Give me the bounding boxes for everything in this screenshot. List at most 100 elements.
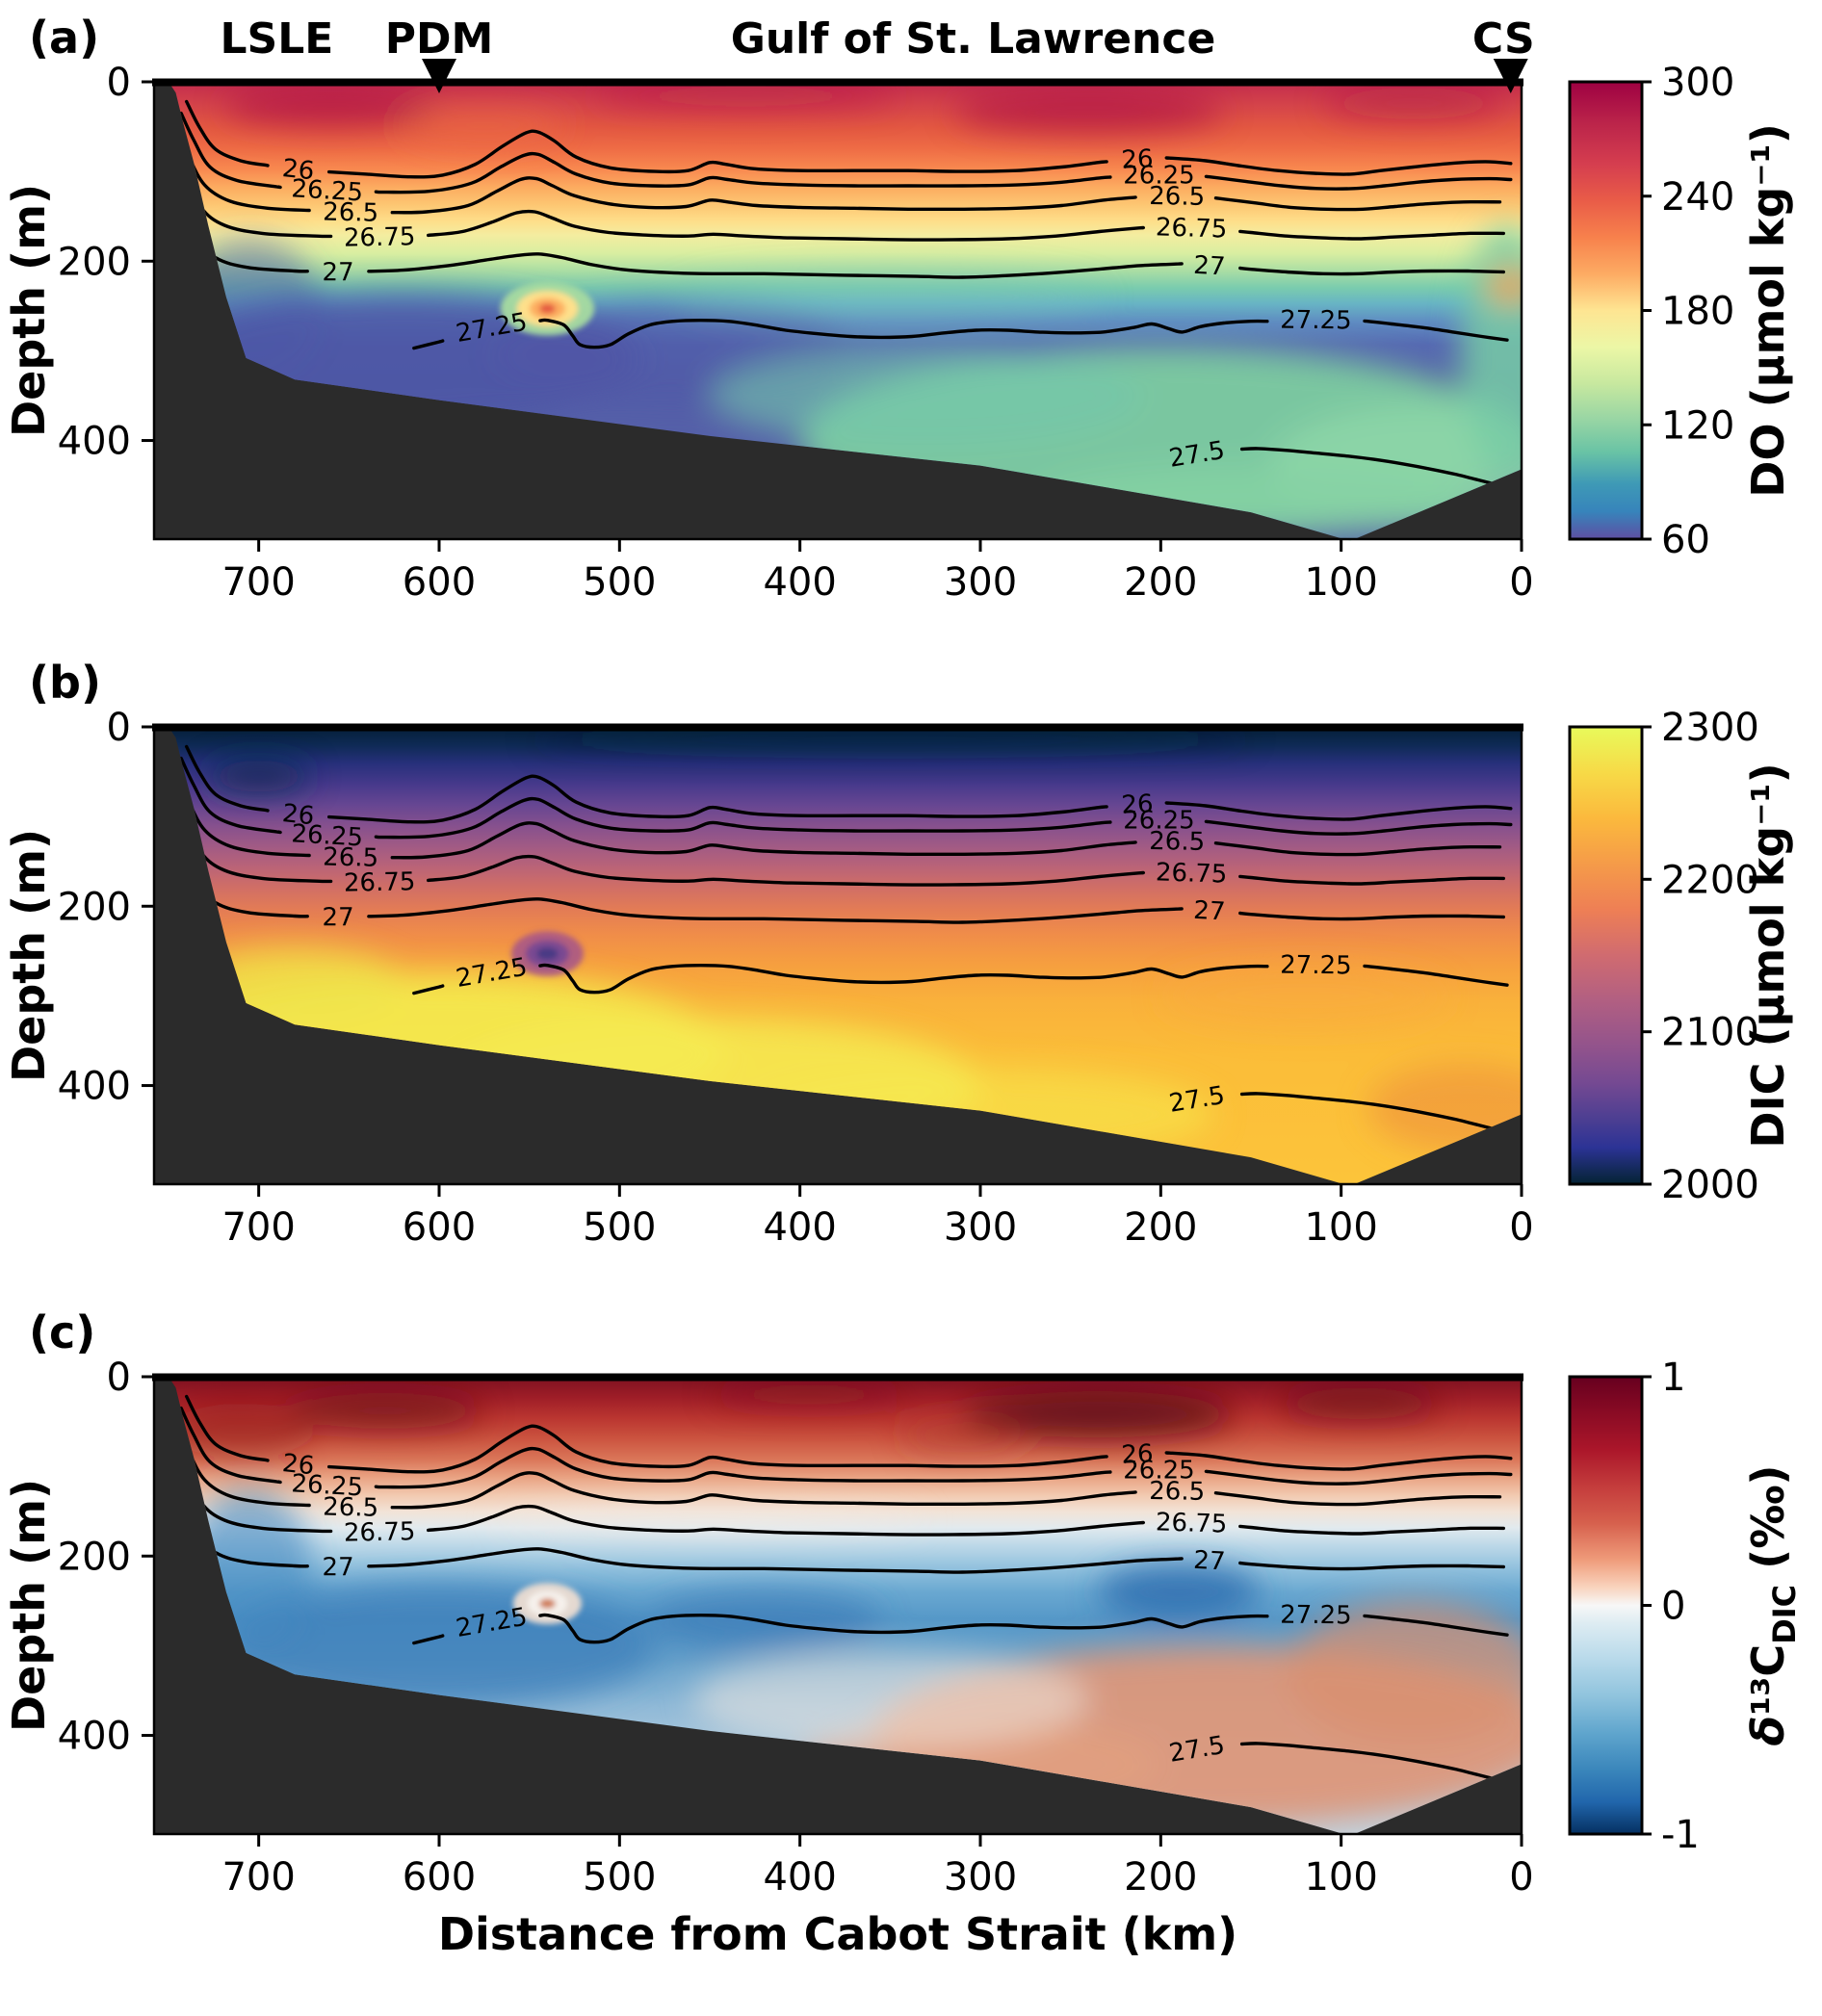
- contour-label: 26.75: [344, 222, 416, 252]
- anomaly-blob: [169, 1404, 313, 1458]
- isopycnal-contours: [169, 99, 1513, 487]
- isopycnal-line: [1164, 1451, 1513, 1471]
- colorbar-tick-label: 2300: [1661, 706, 1759, 750]
- anomaly-blob: [710, 346, 1143, 446]
- contour-label: 27: [1192, 251, 1226, 282]
- x-tick-label: 500: [583, 1205, 656, 1250]
- field-anomalies: [169, 83, 1522, 538]
- y-tick-label: 400: [58, 1065, 131, 1109]
- colorbar-tick-label: 2200: [1661, 858, 1759, 902]
- panel-letter: (a): [29, 12, 99, 64]
- isopycnal-line: [1239, 1742, 1502, 1782]
- isopycnal-line: [1204, 819, 1513, 836]
- y-tick-label: 0: [107, 61, 131, 105]
- isopycnal-line: [1363, 1614, 1509, 1637]
- anomaly-blob: [962, 1390, 1234, 1438]
- isopycnal-line: [538, 963, 1269, 995]
- y-tick-label: 0: [107, 1356, 131, 1400]
- isopycnal-line: [427, 854, 1145, 887]
- y-tick-label: 400: [58, 420, 131, 464]
- colorbar-tick-label: 180: [1661, 290, 1734, 334]
- x-tick-label: 600: [403, 1855, 476, 1900]
- isopycnal-line: [1363, 319, 1509, 342]
- x-tick-label: 300: [944, 560, 1017, 605]
- contour-label: 26.25: [291, 819, 364, 852]
- colorbar-label: δ¹³CDIC (‰): [1742, 1465, 1803, 1746]
- colorbar-tick-label: 2000: [1661, 1163, 1759, 1207]
- annotation-lsle: LSLE: [220, 14, 333, 64]
- colorbar-tick-label: 120: [1661, 403, 1734, 448]
- x-tick-label: 400: [763, 1855, 836, 1900]
- colorbar: [1568, 1375, 1644, 1836]
- x-tick-label: 700: [221, 1205, 295, 1250]
- isopycnal-line: [427, 209, 1145, 242]
- anomaly-blob: [1287, 1600, 1522, 1745]
- isopycnal-line: [1238, 266, 1505, 276]
- isopycnal-line: [1238, 229, 1505, 241]
- anomaly-blob: [222, 87, 439, 127]
- x-tick-label: 300: [944, 1855, 1017, 1900]
- x-tick-label: 100: [1304, 1205, 1377, 1250]
- contour-label: 26.5: [1149, 1477, 1205, 1507]
- contour-label: 27.25: [1280, 951, 1352, 981]
- isopycnal-line: [412, 339, 445, 350]
- x-tick-label: 400: [763, 1205, 836, 1250]
- contour-label: 26.75: [344, 867, 416, 897]
- isopycnal-line: [374, 1446, 1112, 1489]
- x-tick-label: 600: [403, 1205, 476, 1250]
- contour-label: 26.25: [1123, 806, 1194, 835]
- anomaly-blob: [673, 270, 1107, 324]
- isopycnal-line: [390, 176, 1137, 215]
- isopycnal-line: [367, 897, 1184, 924]
- contour-label: 26: [281, 1449, 316, 1481]
- y-tick-label: 400: [58, 1715, 131, 1759]
- isopycnal-line: [1204, 1469, 1513, 1486]
- contour-label: 26.25: [291, 174, 364, 207]
- isopycnal-line: [327, 1424, 1108, 1474]
- colorbar-tick-label: 0: [1661, 1585, 1685, 1629]
- isopycnal-line: [185, 1394, 270, 1462]
- contour-label: 27: [1192, 896, 1226, 927]
- contour-label: 27.25: [1280, 1601, 1352, 1631]
- colorbar-tick-label: 1: [1661, 1356, 1685, 1400]
- anomaly-blob: [1485, 268, 1522, 304]
- x-tick-label: 200: [1124, 560, 1197, 605]
- y-axis-label: Depth (m): [3, 184, 55, 437]
- y-tick-label: 200: [58, 1535, 131, 1579]
- y-tick-label: 0: [107, 706, 131, 750]
- contour-label: 27.25: [1280, 306, 1352, 336]
- isopycnal-line: [185, 744, 270, 813]
- annotation-gulf: Gulf of St. Lawrence: [731, 14, 1216, 64]
- contour-label: 26.75: [1155, 858, 1227, 889]
- colorbar: [1568, 80, 1644, 541]
- eddy-ring: [539, 1598, 556, 1609]
- x-tick-label: 300: [944, 1205, 1017, 1250]
- isopycnal-line: [327, 774, 1108, 824]
- contour-label: 26.25: [291, 1469, 364, 1502]
- x-tick-label: 400: [763, 560, 836, 605]
- isopycnal-line: [374, 796, 1112, 840]
- contour-label: 26.25: [1123, 161, 1194, 190]
- panel-letter: (c): [29, 1306, 95, 1358]
- x-tick-label: 700: [221, 560, 295, 605]
- anomaly-blob: [285, 1392, 484, 1429]
- isopycnal-line: [367, 252, 1184, 279]
- isopycnal-line: [1363, 964, 1509, 987]
- x-tick-label: 0: [1509, 1205, 1533, 1250]
- anomaly-blob: [1160, 964, 1450, 1027]
- field: [169, 82, 1522, 539]
- x-tick-label: 500: [583, 560, 656, 605]
- isopycnal-line: [412, 1634, 445, 1645]
- contour-label: 26: [1121, 789, 1154, 820]
- isopycnal-line: [1164, 156, 1513, 176]
- contour-label: 26.25: [1123, 1456, 1194, 1485]
- isopycnal-line: [1238, 1524, 1505, 1536]
- contour-label: 26: [1121, 1439, 1154, 1470]
- x-tick-label: 100: [1304, 560, 1377, 605]
- contour-label: 26.5: [323, 1492, 379, 1522]
- isopycnal-line: [327, 129, 1108, 179]
- anomaly-blob: [529, 729, 1251, 750]
- isopycnal-line: [179, 1406, 282, 1485]
